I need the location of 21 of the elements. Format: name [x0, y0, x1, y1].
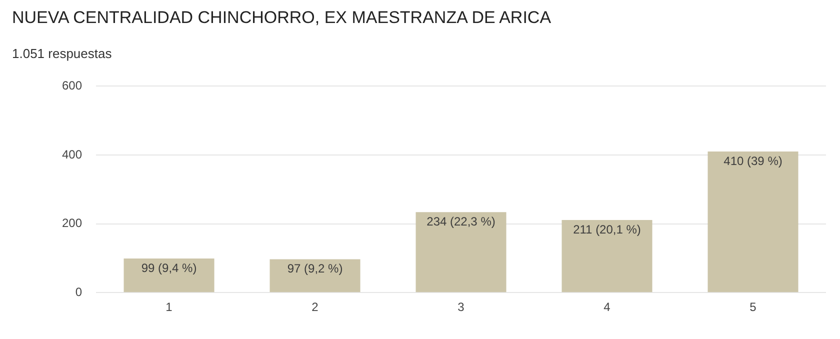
chart-title: NUEVA CENTRALIDAD CHINCHORRO, EX MAESTRANZA DE ARICA: [12, 8, 552, 28]
bar: [416, 212, 506, 292]
y-tick-label: 0: [75, 284, 82, 299]
data-label: 410 (39 %): [724, 154, 782, 168]
bar: [562, 220, 652, 292]
x-tick-label: 2: [312, 300, 319, 314]
x-tick-label: 4: [604, 300, 611, 314]
bar: [708, 152, 798, 292]
bar: [124, 258, 214, 292]
x-tick-label: 3: [458, 300, 465, 314]
chart-subtitle: 1.051 respuestas: [12, 46, 113, 61]
data-label: 211 (20,1 %): [573, 222, 641, 236]
y-tick-label: 600: [62, 78, 82, 93]
x-tick-label: 1: [166, 300, 173, 314]
x-tick-label: 5: [750, 300, 757, 314]
data-label: 234 (22,3 %): [426, 214, 496, 228]
y-tick-label: 400: [62, 147, 82, 162]
bar: [270, 259, 360, 292]
data-label: 97 (9,2 %): [287, 262, 343, 276]
data-label: 99 (9,4 %): [141, 260, 197, 275]
y-tick-label: 200: [62, 216, 82, 230]
